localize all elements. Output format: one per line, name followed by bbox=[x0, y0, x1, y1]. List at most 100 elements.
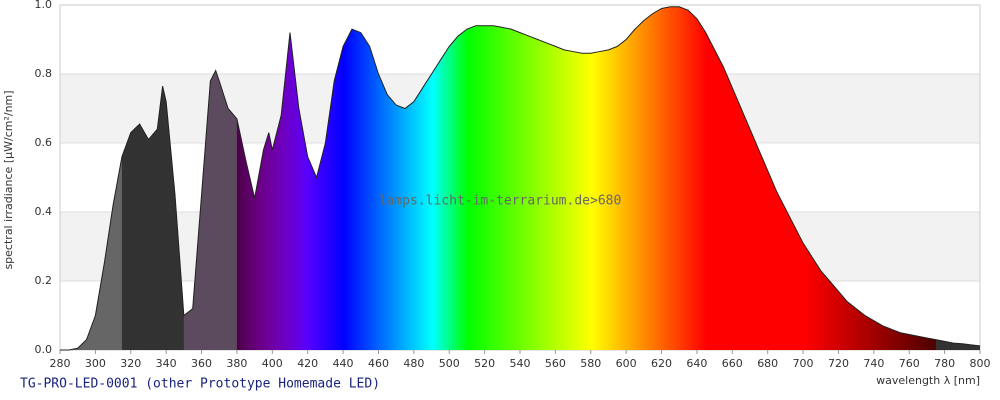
x-tick-label: 700 bbox=[793, 357, 814, 370]
spectrum-slice bbox=[898, 6, 901, 350]
spectrum-slice bbox=[684, 6, 687, 350]
spectrum-slice bbox=[905, 6, 909, 350]
spectrum-slice bbox=[139, 6, 142, 350]
spectrum-slice bbox=[647, 6, 650, 350]
spectrum-slice bbox=[369, 6, 372, 350]
x-tick-label: 340 bbox=[156, 357, 177, 370]
spectrum-slice bbox=[93, 6, 96, 350]
spectrum-slice bbox=[355, 6, 358, 350]
spectrum-slice bbox=[888, 6, 891, 350]
spectrum-slice bbox=[440, 6, 443, 350]
spectrum-slice bbox=[468, 6, 472, 350]
spectrum-slice bbox=[581, 6, 585, 350]
spectrum-slice bbox=[290, 6, 293, 350]
spectrum-slice bbox=[900, 6, 903, 350]
spectrum-slice bbox=[224, 6, 227, 350]
spectrum-slice bbox=[233, 6, 236, 350]
spectrum-slice bbox=[702, 6, 705, 350]
spectrum-slice bbox=[373, 6, 376, 350]
spectrum-slice bbox=[433, 6, 436, 350]
spectrum-slice bbox=[587, 6, 590, 350]
spectrum-slice bbox=[277, 6, 280, 350]
spectrum-slice bbox=[631, 6, 634, 350]
spectrum-slice bbox=[705, 6, 709, 350]
spectrum-slice bbox=[169, 6, 173, 350]
spectrum-slice bbox=[412, 6, 415, 350]
spectrum-slice bbox=[495, 6, 498, 350]
x-tick-label: 440 bbox=[333, 357, 354, 370]
spectrum-slice bbox=[673, 6, 677, 350]
spectrum-slice bbox=[429, 6, 433, 350]
spectrum-slice bbox=[944, 6, 947, 350]
spectrum-slice bbox=[466, 6, 470, 350]
spectrum-slice bbox=[259, 6, 263, 350]
spectrum-slice bbox=[236, 6, 240, 350]
spectrum-slice bbox=[339, 6, 342, 350]
spectrum-slice bbox=[543, 6, 546, 350]
spectrum-slice bbox=[137, 6, 141, 350]
spectrum-slice bbox=[281, 6, 284, 350]
spectrum-slice bbox=[378, 6, 381, 350]
spectrum-slice bbox=[371, 6, 374, 350]
spectrum-slice bbox=[389, 6, 392, 350]
spectrum-slice bbox=[279, 6, 282, 350]
spectrum-slice bbox=[383, 6, 387, 350]
spectrum-slice bbox=[627, 6, 631, 350]
spectrum-slice bbox=[475, 6, 479, 350]
spectrum-slice bbox=[765, 6, 769, 350]
spectrum-slice bbox=[406, 6, 410, 350]
spectrum-slice bbox=[688, 6, 691, 350]
spectrum-slice bbox=[229, 6, 233, 350]
spectrum-slice bbox=[916, 6, 919, 350]
x-tick-label: 760 bbox=[899, 357, 920, 370]
spectrum-slice bbox=[146, 6, 150, 350]
spectrum-slice bbox=[410, 6, 413, 350]
spectrum-slice bbox=[362, 6, 365, 350]
spectrum-slice bbox=[753, 6, 756, 350]
y-tick-label: 0.8 bbox=[35, 67, 53, 80]
spectrum-slice bbox=[696, 6, 700, 350]
spectrum-slice bbox=[735, 6, 739, 350]
spectrum-slice bbox=[152, 6, 155, 350]
spectrum-line bbox=[60, 6, 981, 351]
x-tick-label: 620 bbox=[651, 357, 672, 370]
spectrum-slice bbox=[962, 6, 965, 350]
spectrum-slice bbox=[426, 6, 429, 350]
spectrum-slice bbox=[298, 6, 302, 350]
spectrum-slice bbox=[382, 6, 385, 350]
spectrum-slice bbox=[642, 6, 645, 350]
spectrum-slice bbox=[459, 6, 463, 350]
spectrum-slice bbox=[302, 6, 305, 350]
spectrum-slice bbox=[442, 6, 445, 350]
spectrum-slice bbox=[420, 6, 424, 350]
spectrum-slice bbox=[937, 6, 940, 350]
spectrum-slice bbox=[948, 6, 951, 350]
spectrum-slice bbox=[185, 6, 188, 350]
spectrum-slice bbox=[357, 6, 360, 350]
spectrum-slice bbox=[727, 6, 730, 350]
spectrum-slice bbox=[392, 6, 395, 350]
spectrum-slice bbox=[638, 6, 641, 350]
x-tick-label: 600 bbox=[616, 357, 637, 370]
spectrum-slice bbox=[721, 6, 725, 350]
spectrum-slice bbox=[507, 6, 510, 350]
spectrum-slice bbox=[472, 6, 475, 350]
spectrum-slice bbox=[79, 6, 82, 350]
spectrum-slice bbox=[622, 6, 625, 350]
spectrum-slice bbox=[447, 6, 450, 350]
spectrum-slice bbox=[516, 6, 519, 350]
spectrum-slice bbox=[665, 6, 668, 350]
spectrum-slice bbox=[744, 6, 748, 350]
spectrum-slice bbox=[567, 6, 571, 350]
spectrum-slice bbox=[951, 6, 955, 350]
spectrum-slice bbox=[162, 6, 165, 350]
spectrum-slice bbox=[965, 6, 969, 350]
spectrum-slice bbox=[535, 6, 539, 350]
spectrum-slice bbox=[921, 6, 924, 350]
spectrum-slice bbox=[620, 6, 624, 350]
x-tick-label: 720 bbox=[828, 357, 849, 370]
spectrum-slice bbox=[693, 6, 696, 350]
spectrum-slice bbox=[750, 6, 753, 350]
spectrum-slice bbox=[293, 6, 296, 350]
spectrum-slice bbox=[755, 6, 758, 350]
